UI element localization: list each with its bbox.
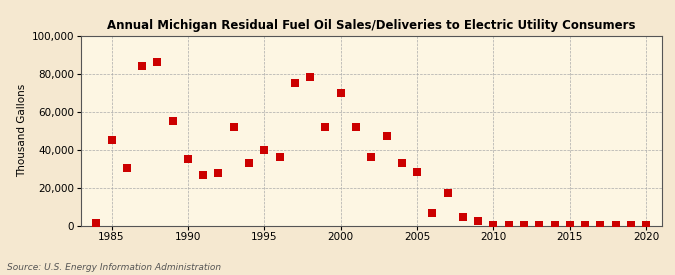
Point — [518, 223, 529, 227]
Text: Source: U.S. Energy Information Administration: Source: U.S. Energy Information Administ… — [7, 263, 221, 272]
Point — [472, 219, 483, 223]
Point — [366, 155, 377, 160]
Point — [213, 171, 224, 175]
Point — [412, 170, 423, 175]
Point — [122, 166, 132, 170]
Point — [442, 191, 453, 196]
Point — [304, 75, 315, 80]
Title: Annual Michigan Residual Fuel Oil Sales/Deliveries to Electric Utility Consumers: Annual Michigan Residual Fuel Oil Sales/… — [107, 19, 635, 32]
Point — [259, 147, 270, 152]
Point — [106, 138, 117, 142]
Point — [564, 223, 575, 227]
Point — [626, 223, 637, 227]
Y-axis label: Thousand Gallons: Thousand Gallons — [18, 84, 28, 177]
Point — [350, 125, 361, 129]
Point — [167, 119, 178, 123]
Point — [335, 90, 346, 95]
Point — [427, 211, 438, 215]
Point — [595, 223, 605, 227]
Point — [549, 223, 560, 227]
Point — [182, 157, 193, 161]
Point — [396, 161, 407, 165]
Point — [534, 223, 545, 227]
Point — [228, 125, 239, 129]
Point — [381, 134, 392, 139]
Point — [274, 155, 285, 160]
Point — [91, 221, 102, 226]
Point — [320, 125, 331, 129]
Point — [244, 161, 254, 165]
Point — [152, 60, 163, 65]
Point — [504, 223, 514, 227]
Point — [641, 223, 651, 227]
Point — [610, 223, 621, 227]
Point — [198, 173, 209, 177]
Point — [488, 223, 499, 227]
Point — [458, 215, 468, 219]
Point — [580, 223, 591, 227]
Point — [137, 64, 148, 68]
Point — [290, 81, 300, 85]
